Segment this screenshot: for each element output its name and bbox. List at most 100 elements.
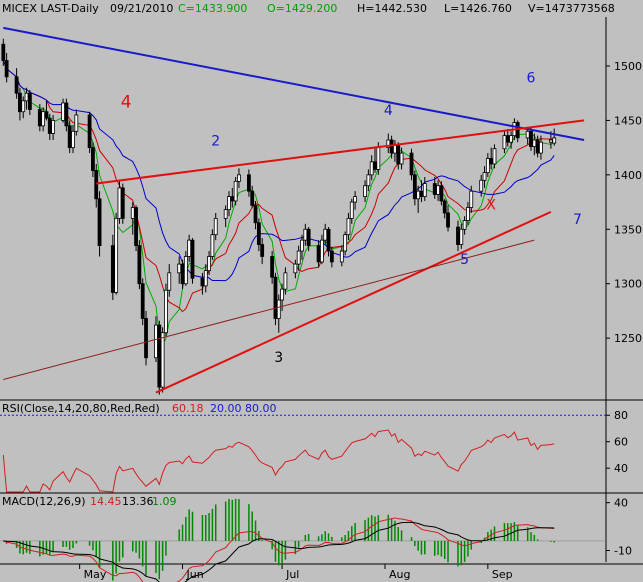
candle: [409, 148, 414, 181]
candle-body: [74, 114, 79, 132]
candle-body: [137, 245, 142, 285]
candle-body: [154, 324, 158, 359]
candle-body: [300, 239, 304, 252]
candle-body: [256, 222, 261, 245]
candle: [482, 166, 487, 188]
y-tick-label: 1250: [614, 332, 642, 345]
candle-body: [247, 174, 251, 192]
candle: [27, 89, 32, 115]
candle-body: [61, 102, 65, 121]
candle: [439, 181, 444, 206]
rsi-line: [2, 429, 555, 493]
candle: [300, 234, 304, 260]
candle: [326, 227, 331, 257]
candle-body: [44, 111, 49, 119]
candle: [283, 267, 288, 295]
candle: [210, 229, 215, 260]
candle: [94, 163, 99, 208]
candle: [260, 237, 265, 265]
header-low: L=1426.760: [444, 2, 512, 15]
macd-header: MACD(12,26,9) 14.45 13.36 1.09: [2, 495, 177, 508]
candle-body: [190, 239, 195, 279]
y-tick-label: 1300: [614, 278, 642, 291]
candle-body: [535, 139, 540, 154]
y-tick-label: 1350: [614, 223, 642, 236]
candle-body: [253, 204, 258, 224]
candle-body: [376, 147, 381, 170]
candle: [346, 212, 351, 241]
candle: [329, 246, 334, 268]
candle: [256, 218, 261, 252]
annotation-label: 4: [121, 92, 132, 112]
candle-body: [210, 234, 215, 257]
candle: [459, 223, 464, 249]
candle: [157, 320, 162, 395]
header-symbol: MICEX LAST-Daily: [2, 2, 99, 15]
candle-body: [326, 228, 331, 252]
candle-body: [120, 187, 125, 219]
candle-body: [482, 172, 487, 181]
candle: [1, 38, 6, 66]
macd-panel: -10 40: [0, 497, 643, 582]
candle: [412, 170, 417, 206]
candle: [320, 234, 324, 265]
candle-body: [329, 250, 334, 263]
candle-body: [27, 92, 32, 110]
x-tick-label: Jun: [186, 568, 204, 581]
candle: [353, 191, 357, 210]
candle: [247, 169, 251, 197]
candle-body: [183, 256, 188, 285]
candle-body: [416, 190, 421, 200]
candle-body: [157, 324, 162, 388]
candle-body: [446, 212, 450, 228]
candle: [446, 205, 450, 232]
candle: [339, 245, 344, 267]
candle: [21, 96, 26, 119]
rsi-title: RSI(Close,14,20,80,Red,Red): [2, 402, 160, 415]
candle-body: [316, 245, 321, 263]
candle: [14, 68, 19, 99]
candle: [120, 183, 125, 224]
candle-body: [492, 148, 497, 165]
candle: [552, 128, 557, 146]
rsi-y-tick-label: 40: [614, 462, 628, 475]
candle-body: [509, 135, 513, 143]
candle-body: [24, 92, 29, 102]
candle-body: [21, 100, 26, 113]
candle-body: [532, 139, 537, 147]
candle: [74, 109, 79, 136]
candle: [227, 191, 231, 217]
candle: [207, 251, 211, 275]
candle: [137, 240, 142, 290]
candle-body: [369, 161, 374, 176]
candle-body: [47, 117, 52, 134]
x-axis: May Jun Jul Aug Sep: [79, 564, 513, 581]
rsi-y-tick-label: 60: [614, 436, 628, 449]
candle-body: [213, 217, 218, 236]
candle: [306, 227, 311, 252]
rsi-panel: 40 60 80: [0, 409, 643, 494]
candle-body: [180, 263, 185, 285]
candle-body: [323, 228, 328, 241]
x-tick-label: Aug: [389, 568, 410, 581]
annotation-label: 4: [384, 103, 393, 119]
rsi-level-low: 20.00: [210, 402, 242, 415]
header-volume: V=1473773568: [528, 2, 615, 15]
candle: [144, 310, 148, 366]
candle-body: [110, 245, 115, 293]
candle-body: [233, 180, 238, 202]
candle-body: [439, 185, 444, 202]
candle-body: [4, 60, 9, 78]
candle-body: [515, 122, 520, 139]
candle-body: [320, 239, 324, 263]
x-tick-label: Jul: [285, 568, 299, 581]
candle-body: [366, 174, 371, 187]
macd-value: 14.45: [90, 495, 122, 508]
header-close: C=1433.900: [178, 2, 247, 15]
candle-body: [432, 183, 437, 195]
candle-body: [144, 318, 148, 359]
candle-body: [436, 185, 440, 195]
candle: [134, 205, 138, 252]
candle-body: [97, 198, 102, 246]
